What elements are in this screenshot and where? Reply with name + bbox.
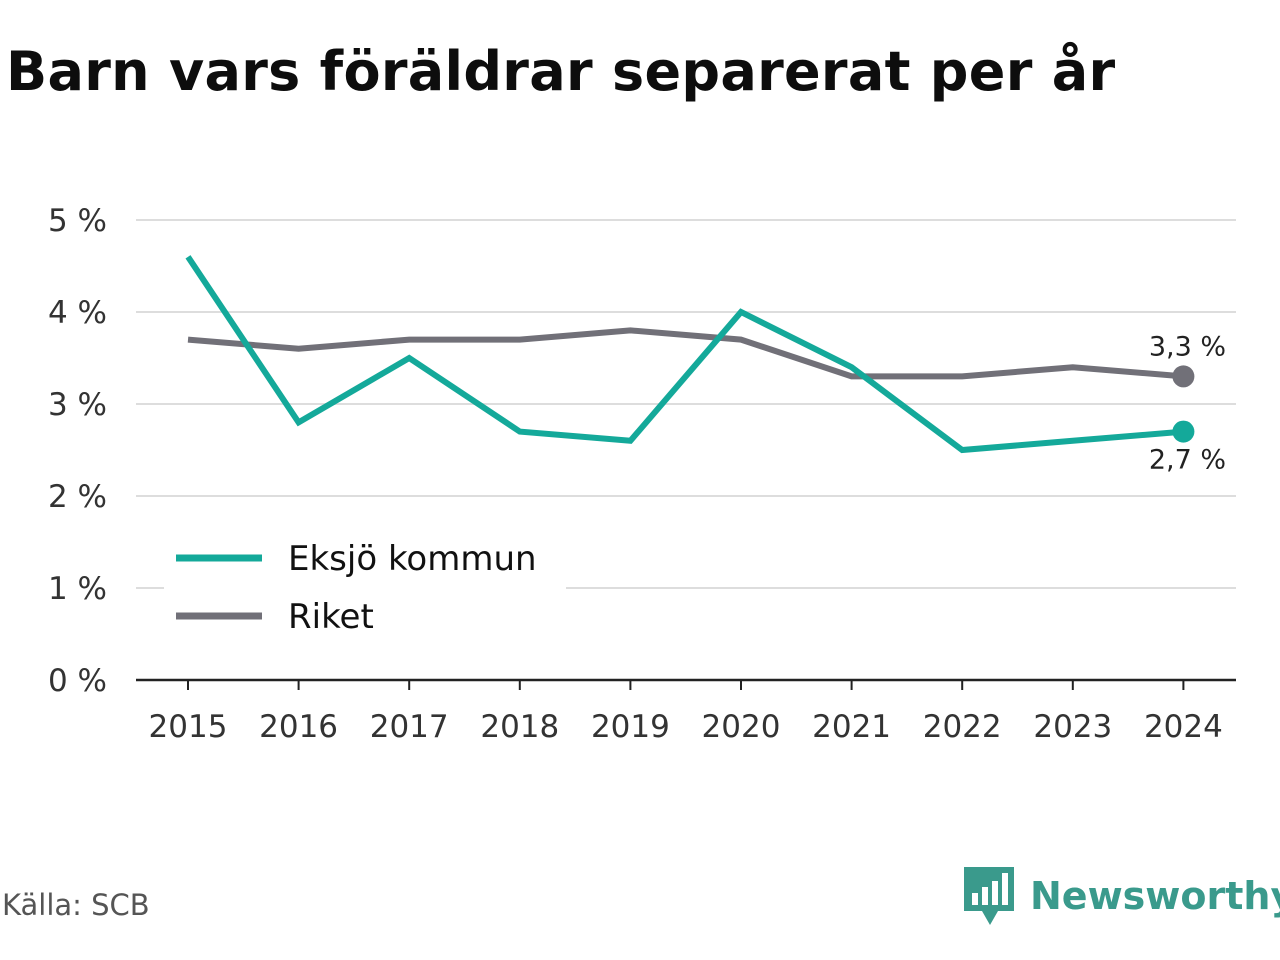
newsworthy-logo-icon	[964, 867, 1014, 925]
y-tick-label: 4 %	[48, 295, 107, 331]
series-line-riket	[187, 327, 1184, 380]
y-tick-label: 0 %	[48, 663, 107, 699]
brand-logo: Newsworthy	[964, 864, 1280, 928]
end-point-riket	[1172, 365, 1195, 388]
y-tick-label: 5 %	[48, 203, 107, 239]
end-value-label-riket: 3,3 %	[1149, 331, 1226, 362]
x-tick-label: 2019	[591, 709, 670, 745]
source-note: Källa: SCB	[2, 888, 150, 922]
line-chart: 0 %1 %2 %3 %4 %5 % 2015 2016 2017 2018 2019 2…	[48, 203, 1236, 745]
y-tick-label: 1 %	[48, 571, 107, 607]
chart-title: Barn vars föräldrar separerat per år	[6, 40, 1116, 103]
series-lines: 3,3 % 2,7 %	[185, 255, 1226, 476]
x-tick-label: 2016	[259, 709, 338, 745]
legend-label-eksjo-kommun: Eksjö kommun	[288, 539, 537, 579]
x-tick-label: 2021	[812, 709, 891, 745]
y-tick-label: 3 %	[48, 387, 107, 423]
x-tick-label: 2017	[370, 709, 449, 745]
end-point-eksjo-kommun	[1172, 420, 1195, 443]
legend-label-riket: Riket	[288, 597, 374, 637]
y-tick-label: 2 %	[48, 479, 107, 515]
legend-background	[164, 530, 566, 650]
series-line-eksjo-kommun	[185, 255, 1184, 454]
x-tick-label: 2015	[149, 709, 228, 745]
x-axis	[136, 678, 1236, 690]
y-axis-tick-labels: 0 % 1 % 2 % 3 % 4 % 5 %	[48, 203, 107, 699]
end-value-label-eksjo-kommun: 2,7 %	[1149, 445, 1226, 476]
x-tick-label: 2020	[702, 709, 781, 745]
x-tick-label: 2023	[1033, 709, 1112, 745]
brand-name: Newsworthy	[1030, 874, 1280, 918]
x-tick-label: 2024	[1144, 709, 1223, 745]
x-tick-label: 2018	[480, 709, 559, 745]
x-tick-label: 2022	[923, 709, 1002, 745]
x-axis-tick-labels: 2015 2016 2017 2018 2019 2020 2021 2022 2023 2024	[149, 709, 1223, 745]
legend: Eksjö kommun Riket	[164, 530, 566, 650]
